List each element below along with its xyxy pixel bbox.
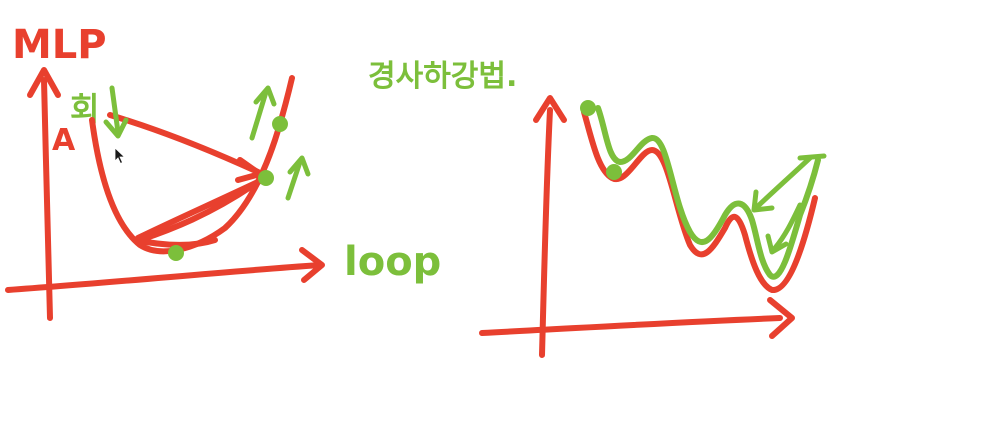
right-y-axis-arrowhead <box>533 95 567 123</box>
right-x-axis <box>479 315 783 336</box>
left-y-axis-arrowhead <box>27 67 61 98</box>
green-arrow-up-2-head <box>287 155 311 177</box>
gd-local-min-point <box>606 164 622 180</box>
mouse-cursor-icon <box>114 147 126 165</box>
gd-arrow-1 <box>755 155 813 209</box>
right-x-axis-arrowhead <box>767 297 795 339</box>
left-x-axis-arrowhead <box>299 247 325 283</box>
loss-curve-right <box>581 109 818 293</box>
gd-arrow-2-head <box>765 233 789 255</box>
gd-arrow-top-bar <box>797 153 827 161</box>
right-title: 경사하강법. <box>368 59 517 94</box>
green-arrow-down-head <box>103 117 129 139</box>
label-a: A <box>52 123 76 158</box>
green-arrow-up-2 <box>285 159 303 201</box>
green-point-2 <box>258 170 274 186</box>
gd-path-right <box>595 105 821 280</box>
left-y-axis <box>41 77 53 321</box>
green-arrow-down <box>109 85 121 135</box>
left-title: MLP <box>12 22 107 68</box>
right-y-axis <box>539 107 553 358</box>
left-diagram: MLP A 회 loop <box>5 22 441 321</box>
jump-arrow-3 <box>137 179 261 243</box>
gd-arrow-2 <box>772 202 803 251</box>
green-point-3 <box>168 245 184 261</box>
green-arrow-up-1 <box>249 89 269 141</box>
gd-arrow-1-head <box>751 189 775 213</box>
green-arrow-up-1-head <box>253 85 277 107</box>
x-label-loop: loop <box>344 239 441 285</box>
gd-start-point <box>580 100 596 116</box>
left-x-axis <box>5 262 323 293</box>
green-point-1 <box>272 116 288 132</box>
jump-arrow-4 <box>132 237 218 248</box>
right-diagram: 경사하강법. <box>368 59 827 358</box>
jump-arrow-1 <box>107 112 261 175</box>
